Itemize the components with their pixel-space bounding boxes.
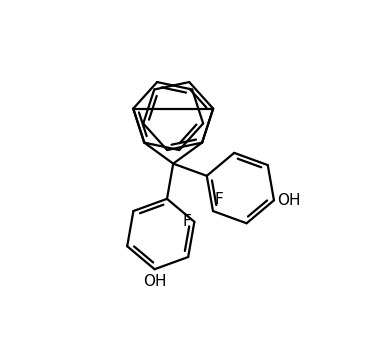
Text: OH: OH <box>143 274 166 289</box>
Text: OH: OH <box>277 193 300 208</box>
Text: F: F <box>215 192 223 208</box>
Text: F: F <box>182 214 191 229</box>
